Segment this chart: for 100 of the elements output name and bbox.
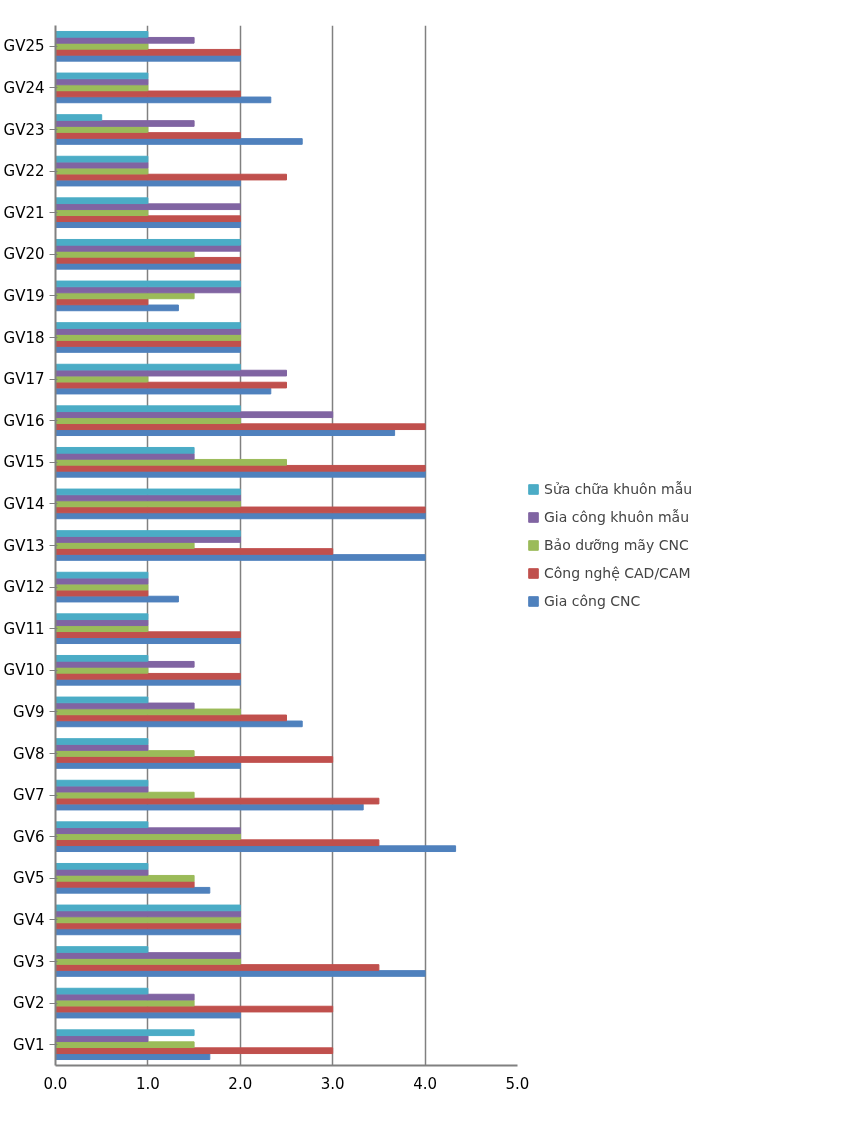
- bar: [55, 797, 380, 805]
- bar: [55, 36, 195, 44]
- bar: [55, 1041, 195, 1049]
- x-tick-label: 2.0: [228, 1074, 253, 1093]
- y-tick-label: GV1: [13, 1035, 45, 1054]
- bar: [55, 132, 241, 139]
- bar: [55, 827, 241, 835]
- bar: [55, 506, 426, 514]
- bar: [55, 548, 334, 555]
- y-tick-label: GV21: [3, 203, 45, 222]
- bar: [55, 970, 426, 977]
- y-tick-label: GV25: [3, 37, 45, 56]
- y-tick-label: GV22: [3, 162, 45, 181]
- x-tick-label: 0.0: [43, 1074, 68, 1093]
- bar: [55, 738, 149, 745]
- legend-label: Sửa chữa khuôn mẫu: [544, 481, 693, 497]
- bar: [55, 702, 195, 710]
- bar: [55, 423, 426, 431]
- bar: [55, 874, 195, 882]
- y-tick-label: GV12: [3, 578, 45, 597]
- y-tick-label: GV16: [3, 411, 45, 430]
- y-tick-label: GV14: [3, 494, 45, 513]
- y-tick-label: GV4: [13, 910, 45, 929]
- bar: [55, 464, 426, 472]
- bar: [55, 238, 241, 246]
- bar: [55, 993, 195, 1001]
- y-tick-label: GV3: [13, 952, 45, 971]
- bar: [55, 381, 287, 389]
- y-tick-label: GV20: [3, 245, 45, 264]
- y-tick-label: GV19: [3, 286, 45, 305]
- y-tick-label: GV8: [13, 744, 45, 763]
- bar: [55, 203, 241, 211]
- y-tick-label: GV2: [13, 994, 45, 1013]
- x-tick-label: 5.0: [505, 1074, 530, 1093]
- bar: [55, 155, 149, 163]
- bar: [55, 654, 149, 662]
- x-tick-label: 4.0: [413, 1074, 438, 1093]
- bar: [55, 114, 103, 121]
- bar: [55, 845, 457, 853]
- bar: [55, 904, 241, 912]
- bar: [55, 304, 179, 312]
- bar: [55, 613, 149, 621]
- bar: [55, 595, 179, 603]
- x-tick-label: 3.0: [320, 1074, 345, 1093]
- x-tick-label: 1.0: [135, 1074, 160, 1093]
- y-tick-label: GV5: [13, 869, 45, 888]
- bar: [55, 862, 149, 870]
- legend-label: Gia công khuôn mẫu: [544, 509, 690, 525]
- bar: [55, 708, 241, 716]
- bar: [55, 405, 241, 413]
- bar: [55, 30, 149, 38]
- bar: [55, 714, 287, 722]
- bar: [55, 458, 287, 466]
- bar: [55, 530, 241, 537]
- y-tick-label: GV7: [13, 786, 45, 805]
- bar: [55, 215, 241, 223]
- bar: [55, 1047, 334, 1055]
- bar: [55, 411, 334, 419]
- bar: [55, 173, 287, 181]
- y-tick-label: GV13: [3, 536, 45, 555]
- bar: [55, 72, 149, 80]
- bar: [55, 363, 241, 371]
- bar: [55, 987, 149, 995]
- bar: [55, 756, 334, 763]
- bar: [55, 554, 426, 561]
- y-tick-label: GV15: [3, 453, 45, 472]
- bar: [55, 946, 149, 953]
- bar: [55, 197, 149, 205]
- bar: [55, 48, 241, 56]
- bar: [55, 322, 241, 329]
- bar: [55, 791, 195, 799]
- bar: [55, 488, 241, 496]
- y-tick-label: GV18: [3, 328, 45, 347]
- y-tick-label: GV11: [3, 619, 45, 638]
- bar: [55, 750, 195, 757]
- y-tick-label: GV6: [13, 827, 45, 846]
- legend-label: Bảo dưỡng mãy CNC: [544, 537, 689, 553]
- bar: [55, 1005, 334, 1013]
- bar: [55, 720, 303, 728]
- bar: [55, 96, 272, 104]
- bar: [55, 779, 149, 787]
- bar: [55, 660, 195, 668]
- bar: [55, 964, 380, 971]
- bar: [55, 696, 149, 704]
- bar: [55, 886, 211, 894]
- bar: [55, 821, 149, 829]
- bar: [55, 280, 241, 288]
- bar: [55, 256, 241, 264]
- bar: [55, 1029, 195, 1037]
- bar: [55, 672, 241, 680]
- y-tick-label: GV10: [3, 661, 45, 680]
- bar: [55, 369, 287, 377]
- bar: [55, 839, 380, 847]
- y-tick-label: GV24: [3, 78, 45, 97]
- y-tick-label: GV17: [3, 370, 45, 389]
- y-tick-label: GV23: [3, 120, 45, 139]
- legend-label: Công nghệ CAD/CAM: [544, 565, 691, 581]
- legend-label: Gia công CNC: [544, 593, 641, 609]
- bar: [55, 952, 241, 959]
- bar: [55, 446, 195, 454]
